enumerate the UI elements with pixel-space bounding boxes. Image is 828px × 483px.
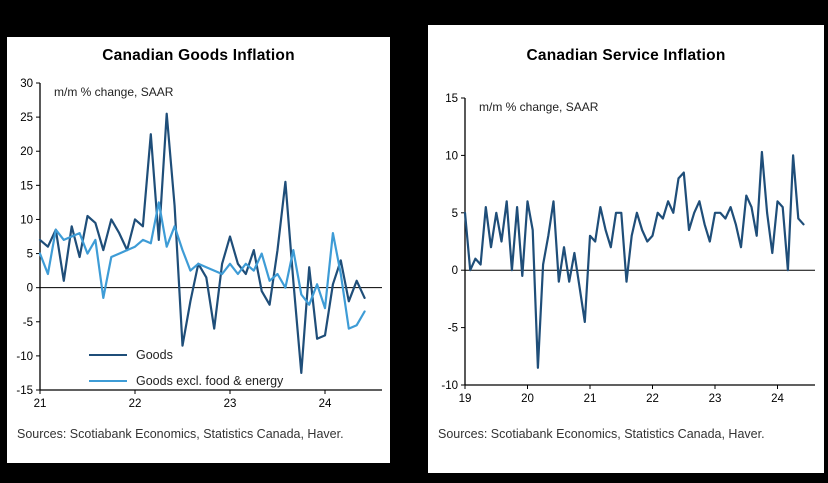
service-inflation-panel: Canadian Service Inflation 15 10 5 0 -5 -10 19… bbox=[428, 25, 824, 473]
svg-text:-10: -10 bbox=[16, 351, 33, 363]
svg-text:-5: -5 bbox=[448, 323, 458, 335]
svg-text:23: 23 bbox=[709, 393, 722, 405]
legend-label-goods-excl: Goods excl. food & energy bbox=[136, 374, 284, 388]
svg-text:30: 30 bbox=[20, 78, 33, 90]
svg-text:-10: -10 bbox=[441, 380, 458, 392]
legend-label-goods: Goods bbox=[136, 348, 173, 362]
legend-item-goods: Goods bbox=[89, 342, 283, 368]
svg-text:15: 15 bbox=[445, 93, 458, 105]
svg-text:m/m % change, SAAR: m/m % change, SAAR bbox=[54, 85, 174, 99]
service-sources-note: Sources: Scotiabank Economics, Statistic… bbox=[438, 427, 765, 441]
svg-text:m/m % change, SAAR: m/m % change, SAAR bbox=[479, 100, 599, 114]
service-chart-title: Canadian Service Inflation bbox=[526, 47, 726, 64]
goods-sources-note: Sources: Scotiabank Economics, Statistic… bbox=[17, 427, 344, 441]
svg-text:-15: -15 bbox=[16, 385, 33, 397]
svg-text:21: 21 bbox=[584, 393, 597, 405]
svg-text:22: 22 bbox=[646, 393, 659, 405]
svg-text:21: 21 bbox=[34, 398, 47, 410]
svg-text:23: 23 bbox=[224, 398, 237, 410]
svg-text:22: 22 bbox=[129, 398, 142, 410]
goods-line-swatch bbox=[89, 354, 127, 356]
svg-text:24: 24 bbox=[319, 398, 332, 410]
goods-inflation-panel: Canadian Goods Inflation 30 25 20 15 10 5 0 -5 -… bbox=[7, 37, 390, 463]
svg-text:20: 20 bbox=[521, 393, 534, 405]
svg-text:19: 19 bbox=[459, 393, 472, 405]
svg-text:0: 0 bbox=[27, 283, 33, 295]
svg-text:-5: -5 bbox=[23, 317, 33, 329]
svg-text:24: 24 bbox=[771, 393, 784, 405]
goods-excl-line-swatch bbox=[89, 380, 127, 382]
svg-text:5: 5 bbox=[27, 249, 33, 261]
svg-text:5: 5 bbox=[452, 208, 458, 220]
svg-text:0: 0 bbox=[452, 265, 458, 277]
svg-text:10: 10 bbox=[445, 150, 458, 162]
svg-text:10: 10 bbox=[20, 214, 33, 226]
svg-text:15: 15 bbox=[20, 180, 33, 192]
svg-text:25: 25 bbox=[20, 112, 33, 124]
goods-chart-legend: Goods Goods excl. food & energy bbox=[89, 342, 283, 394]
svg-text:20: 20 bbox=[20, 146, 33, 158]
legend-item-goods-excl: Goods excl. food & energy bbox=[89, 368, 283, 394]
goods-chart-title: Canadian Goods Inflation bbox=[102, 47, 295, 64]
